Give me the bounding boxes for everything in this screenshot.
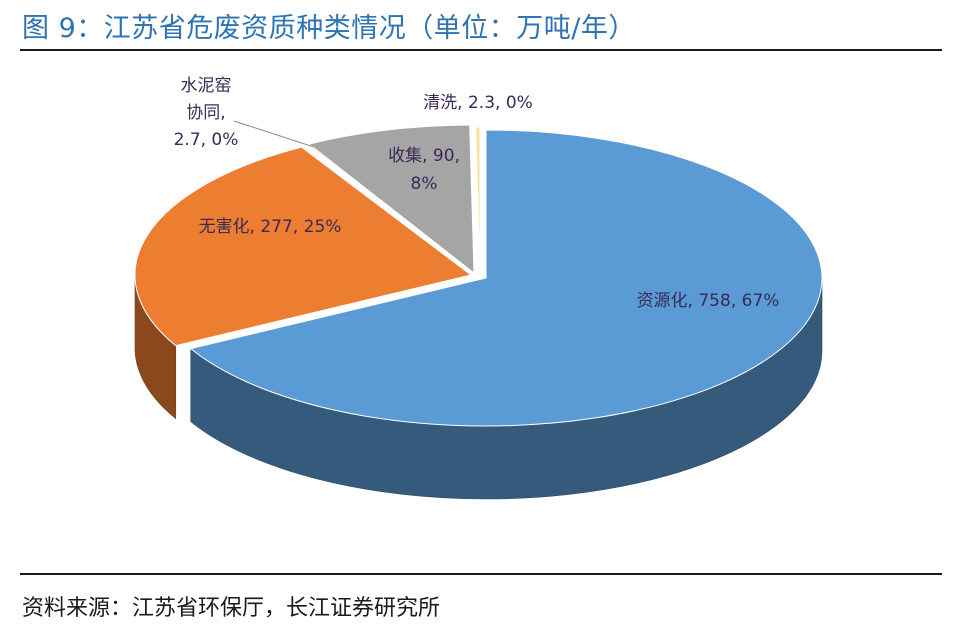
chart-title: 图 9：江苏省危废资质种类情况（单位：万吨/年） (22, 13, 636, 44)
data-label-无害化: 无害化, 277, 25% (199, 217, 342, 237)
data-label-清洗: 清洗, 2.3, 0% (423, 93, 533, 113)
data-label-line: 资源化, 758, 67% (637, 291, 780, 311)
data-label-line: 协同, (186, 103, 225, 123)
pie-slice-无害化 (134, 146, 473, 347)
data-label-line: 清洗, 2.3, 0% (423, 93, 533, 113)
title-divider (20, 49, 942, 51)
source-note: 资料来源：江苏省环保厅，长江证券研究所 (22, 596, 441, 621)
pie-slice-清洗 (475, 126, 481, 276)
data-label-line: 无害化, 277, 25% (199, 217, 342, 237)
data-label-line: 2.7, 0% (174, 130, 239, 150)
data-label-line: 水泥窑 (181, 76, 232, 96)
pie-slice-资源化 (189, 129, 823, 427)
data-labels: 资源化, 758, 67% 无害化, 277, 25% 水泥窑协同, 2.7, 0% 收… (174, 76, 780, 311)
data-label-line: 8% (411, 174, 438, 194)
data-label-line: 收集, 90, (388, 146, 460, 166)
data-label-水泥窑协同: 水泥窑协同, 2.7, 0% (174, 76, 239, 150)
data-label-资源化: 资源化, 758, 67% (637, 291, 780, 311)
data-label-收集: 收集, 90, 8% (388, 146, 460, 194)
pie-slice-收集 (307, 124, 475, 275)
leader-line-水泥窑协同 (233, 120, 313, 148)
leader-lines (233, 120, 313, 148)
pie-top-faces (134, 124, 823, 427)
source-divider (20, 573, 942, 575)
